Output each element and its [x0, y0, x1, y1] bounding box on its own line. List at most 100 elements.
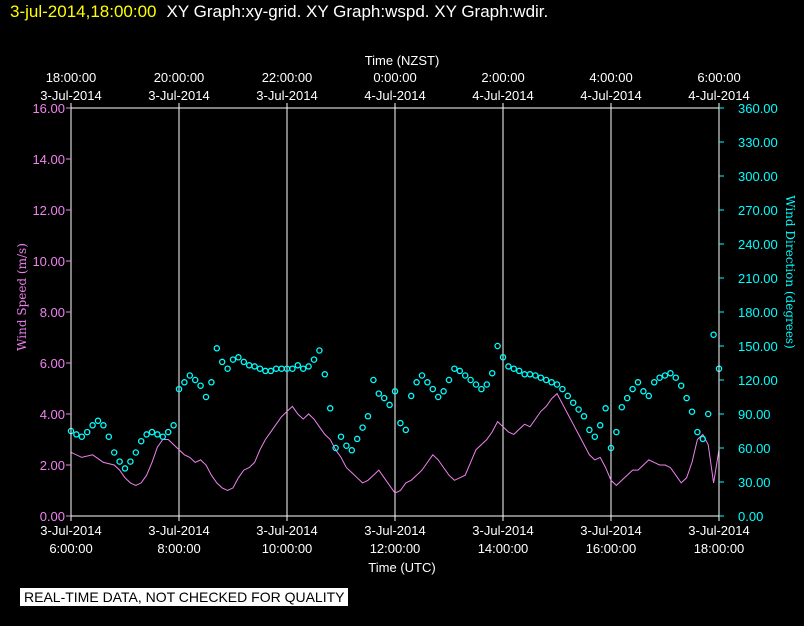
- wind-direction-point: [580, 413, 588, 420]
- wind-direction-point: [532, 372, 539, 379]
- wind-direction-point: [704, 410, 712, 418]
- wind-direction-point: [245, 362, 253, 369]
- wind-direction-point: [688, 408, 696, 415]
- wind-direction-point: [100, 422, 107, 429]
- wind-direction-point: [607, 444, 615, 452]
- axes-layer: 18:00:00 3-Jul-2014 20:00:00 3-Jul-2014 22:0…: [32, 70, 777, 556]
- right-tick-label: 180.00: [738, 305, 778, 320]
- right-tick-label: 0.00: [738, 509, 763, 524]
- top-axis-label: Time (NZST): [365, 53, 440, 68]
- right-tick-label: 210.00: [738, 271, 778, 286]
- wind-direction-point: [499, 354, 507, 361]
- wind-direction-point: [586, 426, 593, 434]
- top-tick-time: 22:00:00: [262, 70, 313, 85]
- wind-direction-point: [634, 379, 642, 386]
- right-axis-label: Wind Direction (degrees): [783, 195, 797, 349]
- wind-direction-point: [121, 465, 129, 472]
- wind-direction-point: [289, 365, 296, 372]
- wind-direction-point: [667, 369, 674, 377]
- right-tick-label: 150.00: [738, 339, 778, 354]
- wind-direction-point: [483, 381, 491, 388]
- wind-speed-series: [70, 392, 720, 494]
- wind-speed-line: [70, 392, 720, 494]
- wind-direction-point: [359, 424, 366, 431]
- right-tick-label: 300.00: [738, 169, 778, 184]
- wind-direction-point: [650, 379, 658, 386]
- wind-direction-point: [343, 442, 350, 449]
- wind-direction-point: [256, 365, 264, 372]
- bottom-axis-label: Time (UTC): [368, 560, 435, 575]
- left-tick-label: 6.00: [40, 356, 65, 371]
- top-tick-time: 4:00:00: [589, 70, 632, 85]
- wind-direction-point: [542, 376, 550, 384]
- wind-direction-point: [267, 367, 275, 375]
- wind-direction-point: [380, 394, 388, 402]
- wind-direction-point: [299, 365, 307, 372]
- wind-direction-point: [235, 354, 242, 361]
- right-tick-label: 330.00: [738, 135, 778, 150]
- wind-direction-point: [154, 431, 161, 438]
- wind-direction-point: [402, 426, 410, 434]
- wind-direction-point: [591, 433, 599, 440]
- wind-direction-point: [661, 372, 669, 379]
- left-axis-label: Wind Speed (m/s): [15, 243, 29, 351]
- bottom-tick-time: 6:00:00: [49, 541, 92, 556]
- wind-direction-point: [375, 390, 383, 397]
- top-tick-date: 4-Jul-2014: [688, 88, 749, 103]
- wind-direction-point: [461, 372, 469, 379]
- wind-direction-point: [510, 365, 518, 372]
- top-tick-date: 4-Jul-2014: [472, 88, 533, 103]
- bottom-tick-time: 14:00:00: [478, 541, 529, 556]
- timestamp: 3-jul-2014,18:00:00: [10, 2, 157, 21]
- wind-direction-point: [364, 413, 372, 420]
- wind-direction-point: [170, 422, 177, 429]
- wind-direction-point: [548, 379, 555, 386]
- wind-direction-point: [137, 437, 145, 445]
- wind-direction-point: [537, 374, 545, 381]
- wind-direction-point: [672, 374, 680, 381]
- bottom-tick-time: 16:00:00: [586, 541, 637, 556]
- wind-direction-point: [629, 385, 636, 393]
- wind-direction-point: [326, 405, 334, 412]
- wind-direction-point: [294, 362, 302, 369]
- wind-direction-point: [559, 385, 566, 393]
- wind-direction-point: [526, 371, 534, 378]
- wind-direction-point: [391, 388, 399, 395]
- wind-direction-point: [710, 331, 717, 338]
- wind-direction-point: [78, 433, 86, 440]
- wind-direction-point: [467, 376, 474, 384]
- wind-direction-point: [353, 435, 361, 443]
- wind-direction-point: [164, 428, 172, 436]
- wind-direction-point: [127, 458, 134, 465]
- wind-direction-point: [456, 367, 464, 375]
- wind-direction-point: [683, 394, 690, 402]
- wind-direction-point: [186, 372, 194, 379]
- wind-direction-point: [440, 388, 447, 395]
- wind-direction-point: [224, 365, 231, 372]
- left-tick-label: 2.00: [40, 458, 65, 473]
- wind-direction-point: [110, 449, 118, 456]
- wind-direction-point: [175, 385, 183, 393]
- wind-direction-point: [575, 406, 582, 413]
- wind-direction-point: [278, 365, 285, 372]
- wind-direction-point: [602, 405, 609, 412]
- wind-direction-point: [613, 428, 620, 436]
- wind-direction-point: [89, 422, 96, 429]
- wind-direction-point: [197, 382, 204, 389]
- wind-direction-point: [348, 447, 356, 454]
- wind-direction-point: [429, 385, 437, 393]
- top-tick-time: 6:00:00: [697, 70, 740, 85]
- wind-direction-point: [564, 392, 572, 400]
- wind-direction-point: [116, 458, 123, 465]
- graph-titles: XY Graph:xy-grid. XY Graph:wspd. XY Grap…: [166, 2, 549, 21]
- left-tick-label: 8.00: [40, 305, 65, 320]
- right-tick-label: 90.00: [738, 407, 771, 422]
- wind-direction-point: [191, 376, 199, 384]
- wind-direction-point: [94, 417, 102, 425]
- bottom-tick-time: 12:00:00: [370, 541, 421, 556]
- right-tick-label: 120.00: [738, 373, 778, 388]
- top-tick-time: 20:00:00: [154, 70, 205, 85]
- wind-direction-point: [83, 428, 91, 436]
- bottom-tick-date: 3-Jul-2014: [256, 523, 317, 538]
